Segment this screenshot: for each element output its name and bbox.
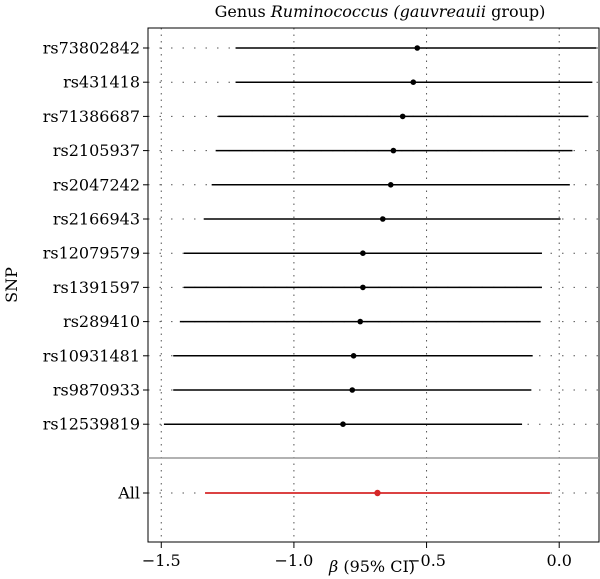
snp-label: rs9870933 (53, 381, 140, 400)
snp-label: rs12079579 (43, 244, 140, 263)
x-tick-label: −1.0 (274, 551, 313, 570)
point-estimate (350, 353, 357, 359)
snp-label: rs10931481 (43, 346, 140, 365)
point-estimate (340, 421, 346, 428)
snp-rows (163, 45, 597, 428)
snp-label: rs431418 (63, 73, 140, 92)
x-axis-title: β (95% CI) (328, 557, 415, 576)
title-suffix: group) (486, 2, 545, 21)
x-axis-title-symbol: β (328, 557, 338, 576)
point-estimate (387, 182, 394, 188)
point-estimate (410, 79, 417, 85)
point-estimate (414, 45, 421, 51)
overall-label: All (117, 484, 140, 503)
point-estimate (399, 113, 406, 120)
x-tick-label: 0.0 (546, 551, 571, 570)
point-estimate (390, 147, 397, 154)
title: Genus Ruminococcus (gauvreauii group) (215, 2, 546, 21)
svg-text:Genus Ruminococcus (gauvreauii: Genus Ruminococcus (gauvreauii group) (215, 2, 546, 21)
x-axis-title-text: (95% CI) (338, 557, 415, 576)
snp-label: rs12539819 (43, 415, 140, 434)
snp-label: rs2047242 (53, 175, 140, 194)
x-tick-label: −0.5 (407, 551, 446, 570)
y-axis-title: SNP (2, 267, 21, 303)
point-estimate (357, 318, 364, 325)
snp-label: rs1391597 (53, 278, 140, 297)
point-estimate (379, 216, 386, 222)
grid-lines (148, 28, 599, 542)
snp-label: rs73802842 (43, 39, 140, 58)
title-prefix: Genus (215, 2, 271, 21)
point-estimate (360, 250, 366, 256)
point-estimate (349, 387, 356, 393)
plot-frame (147, 27, 600, 543)
snp-label: rs2166943 (53, 210, 140, 229)
snp-labels: rs73802842 rs431418 rs71386687 rs2105937 rs2… (43, 39, 148, 503)
snp-label: rs2105937 (53, 141, 140, 160)
x-tick-label: −1.5 (142, 551, 181, 570)
title-italic: Ruminococcus (gauvreauii (270, 2, 486, 21)
overall-row (205, 489, 550, 497)
snp-label: rs71386687 (43, 107, 140, 126)
snp-label: rs289410 (63, 312, 140, 331)
x-axis: −1.5 −1.0 −0.5 0.0 (142, 542, 572, 570)
overall-point-estimate (374, 489, 381, 497)
point-estimate (360, 284, 366, 291)
